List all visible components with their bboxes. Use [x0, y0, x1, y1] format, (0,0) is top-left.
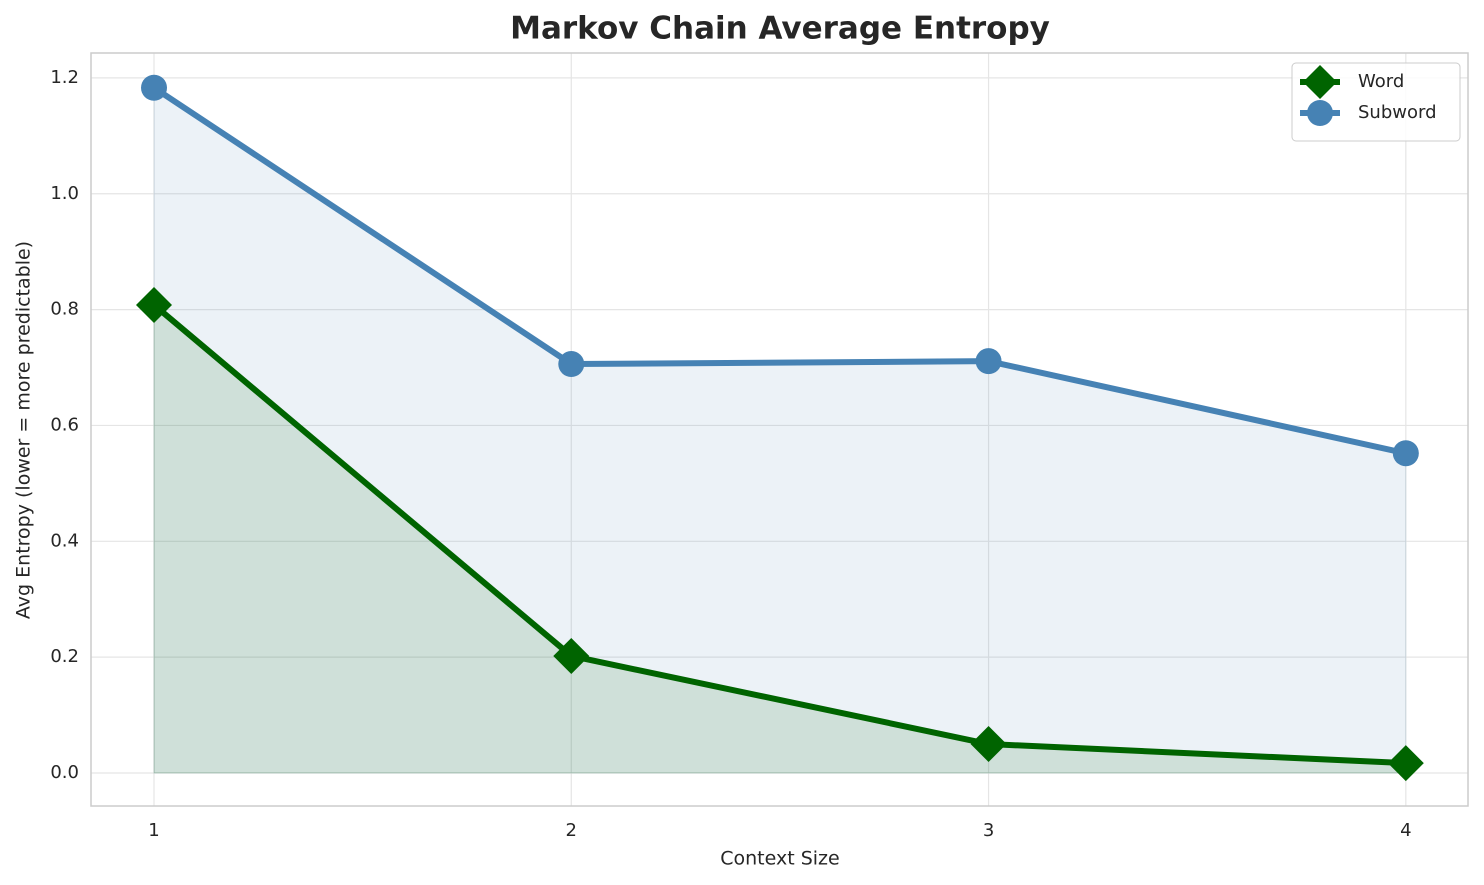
- marker: [1387, 745, 1424, 782]
- marker: [1392, 440, 1419, 467]
- y-tick-label: 0.6: [50, 414, 79, 435]
- marker: [975, 348, 1002, 375]
- x-tick-label: 4: [1400, 820, 1411, 841]
- y-tick-label: 0.0: [50, 762, 79, 783]
- x-tick-label: 2: [566, 820, 577, 841]
- y-tick-label: 0.4: [50, 530, 79, 551]
- x-tick-label: 3: [983, 820, 994, 841]
- legend-label: Word: [1358, 71, 1404, 92]
- legend: Word Subword: [1291, 62, 1461, 142]
- legend-marker: [1303, 65, 1337, 99]
- x-tick-label: 1: [148, 820, 159, 841]
- chart-title: Markov Chain Average Entropy: [510, 11, 1050, 47]
- legend-marker: [1307, 100, 1333, 126]
- y-axis-label: Avg Entropy (lower = more predictable): [13, 241, 35, 619]
- y-tick-label: 0.2: [50, 646, 79, 667]
- y-tick-label: 0.8: [50, 299, 79, 320]
- x-axis-label: Context Size: [720, 848, 839, 870]
- series-line: [152, 302, 1406, 767]
- y-tick-label: 1.0: [50, 183, 79, 204]
- plot-frame: [90, 52, 1469, 807]
- marker: [558, 351, 585, 378]
- series-line: [152, 85, 1407, 457]
- marker: [141, 74, 168, 101]
- marker: [136, 286, 173, 323]
- marker: [970, 726, 1007, 763]
- legend-label: Subword: [1358, 102, 1437, 123]
- y-tick-label: 1.2: [50, 67, 79, 88]
- marker: [553, 637, 590, 674]
